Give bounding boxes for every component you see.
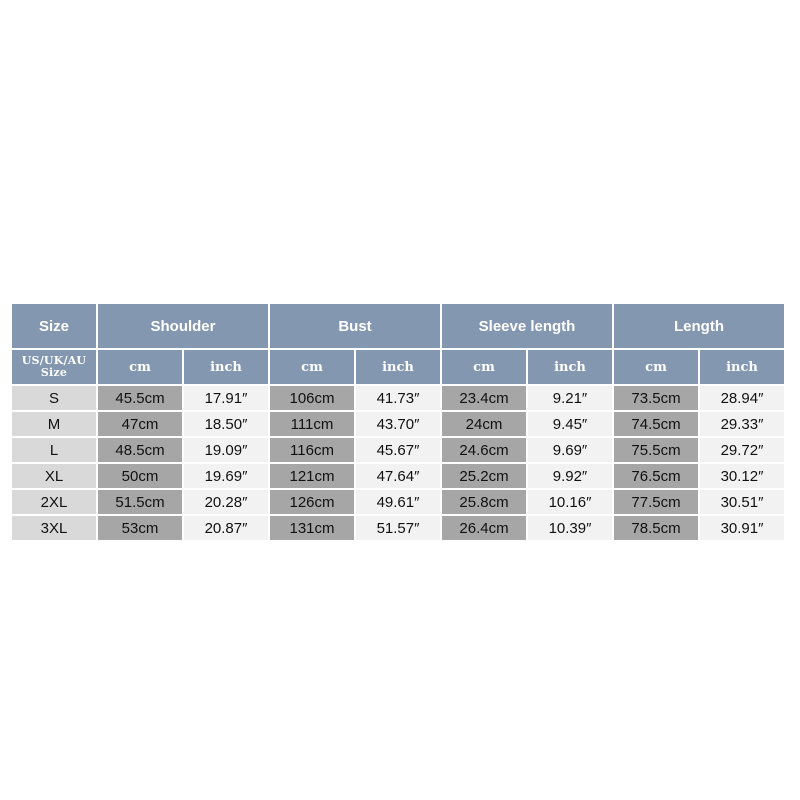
length-inch-cell: 30.12″ [700,464,784,488]
size-chart: Size Shoulder Bust Sleeve length Length … [10,302,786,542]
bust-inch-cell: 45.67″ [356,438,440,462]
table-row: S 45.5cm 17.91″ 106cm 41.73″ 23.4cm 9.21… [12,386,784,410]
bust-inch-cell: 41.73″ [356,386,440,410]
bust-cm-cell: 121cm [270,464,354,488]
table-row: 2XL 51.5cm 20.28″ 126cm 49.61″ 25.8cm 10… [12,490,784,514]
table-row: 3XL 53cm 20.87″ 131cm 51.57″ 26.4cm 10.3… [12,516,784,540]
shoulder-cm-cell: 48.5cm [98,438,182,462]
sleeve-cm-cell: 24cm [442,412,526,436]
shoulder-inch-cell: 20.28″ [184,490,268,514]
length-cm-cell: 76.5cm [614,464,698,488]
sleeve-inch-cell: 9.69″ [528,438,612,462]
size-cell: 2XL [12,490,96,514]
length-inch-cell: 30.91″ [700,516,784,540]
bust-cm-cell: 106cm [270,386,354,410]
size-caption: US/UK/AU Size [12,350,96,384]
bust-inch-cell: 51.57″ [356,516,440,540]
size-cell: S [12,386,96,410]
header-length: Length [614,304,784,348]
sleeve-cm-cell: 25.2cm [442,464,526,488]
unit-sleeve-cm: cm [442,350,526,384]
sleeve-inch-cell: 9.45″ [528,412,612,436]
table-row: L 48.5cm 19.09″ 116cm 45.67″ 24.6cm 9.69… [12,438,784,462]
size-cell: 3XL [12,516,96,540]
shoulder-cm-cell: 51.5cm [98,490,182,514]
header-shoulder: Shoulder [98,304,268,348]
sleeve-inch-cell: 9.92″ [528,464,612,488]
header-sleeve-length: Sleeve length [442,304,612,348]
header-row-groups: Size Shoulder Bust Sleeve length Length [12,304,784,348]
unit-bust-cm: cm [270,350,354,384]
sleeve-cm-cell: 25.8cm [442,490,526,514]
shoulder-cm-cell: 45.5cm [98,386,182,410]
header-row-units: US/UK/AU Size cm inch cm inch cm inch cm… [12,350,784,384]
bust-cm-cell: 111cm [270,412,354,436]
length-cm-cell: 78.5cm [614,516,698,540]
bust-cm-cell: 116cm [270,438,354,462]
size-caption-line2: Size [40,366,68,379]
length-cm-cell: 77.5cm [614,490,698,514]
bust-inch-cell: 43.70″ [356,412,440,436]
bust-cm-cell: 131cm [270,516,354,540]
size-cell: XL [12,464,96,488]
shoulder-inch-cell: 19.09″ [184,438,268,462]
size-cell: M [12,412,96,436]
sleeve-cm-cell: 24.6cm [442,438,526,462]
shoulder-cm-cell: 50cm [98,464,182,488]
size-caption-line1: US/UK/AU [21,354,87,367]
sleeve-inch-cell: 10.16″ [528,490,612,514]
shoulder-cm-cell: 47cm [98,412,182,436]
length-cm-cell: 75.5cm [614,438,698,462]
length-cm-cell: 74.5cm [614,412,698,436]
unit-length-inch: inch [700,350,784,384]
sleeve-cm-cell: 23.4cm [442,386,526,410]
unit-shoulder-cm: cm [98,350,182,384]
shoulder-inch-cell: 17.91″ [184,386,268,410]
sleeve-inch-cell: 9.21″ [528,386,612,410]
bust-cm-cell: 126cm [270,490,354,514]
length-inch-cell: 29.72″ [700,438,784,462]
shoulder-cm-cell: 53cm [98,516,182,540]
sleeve-inch-cell: 10.39″ [528,516,612,540]
size-cell: L [12,438,96,462]
unit-length-cm: cm [614,350,698,384]
length-inch-cell: 28.94″ [700,386,784,410]
unit-sleeve-inch: inch [528,350,612,384]
shoulder-inch-cell: 20.87″ [184,516,268,540]
unit-bust-inch: inch [356,350,440,384]
size-chart-table: Size Shoulder Bust Sleeve length Length … [10,302,786,542]
shoulder-inch-cell: 18.50″ [184,412,268,436]
length-inch-cell: 30.51″ [700,490,784,514]
bust-inch-cell: 49.61″ [356,490,440,514]
bust-inch-cell: 47.64″ [356,464,440,488]
header-size: Size [12,304,96,348]
unit-shoulder-inch: inch [184,350,268,384]
table-row: M 47cm 18.50″ 111cm 43.70″ 24cm 9.45″ 74… [12,412,784,436]
sleeve-cm-cell: 26.4cm [442,516,526,540]
length-cm-cell: 73.5cm [614,386,698,410]
table-row: XL 50cm 19.69″ 121cm 47.64″ 25.2cm 9.92″… [12,464,784,488]
length-inch-cell: 29.33″ [700,412,784,436]
shoulder-inch-cell: 19.69″ [184,464,268,488]
header-bust: Bust [270,304,440,348]
